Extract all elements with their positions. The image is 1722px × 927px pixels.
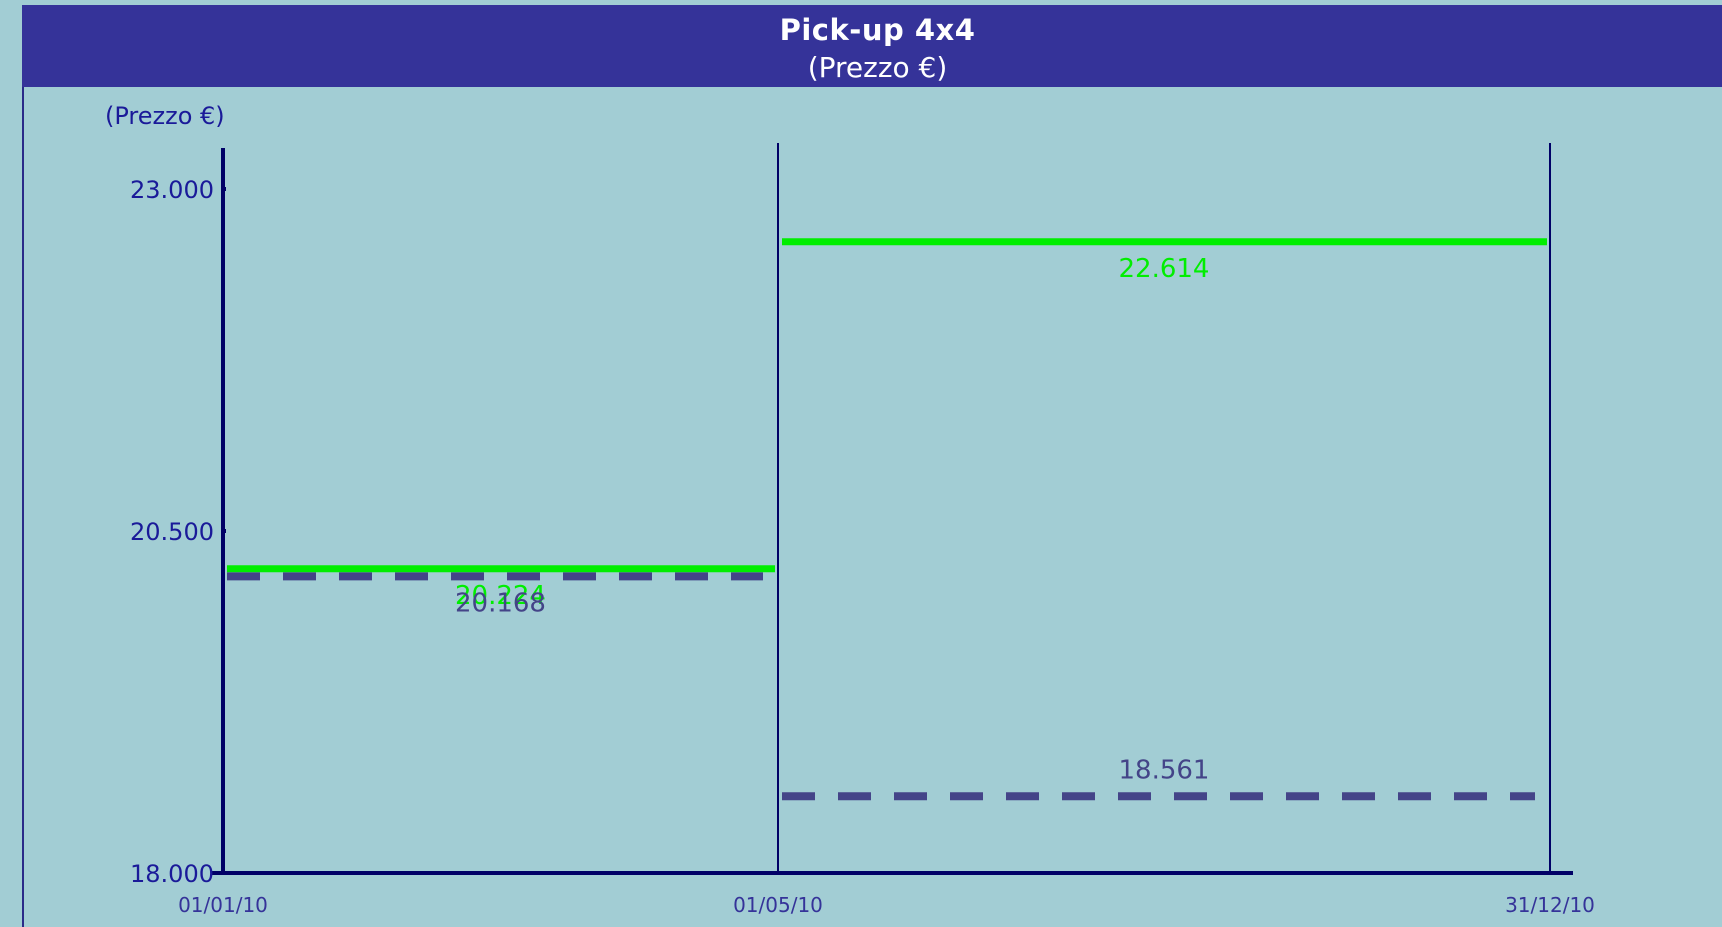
plot-svg: (Prezzo €) 23.000 20.500 18.000 01/01/10 01/0… (105, 102, 1595, 917)
x-tick-label: 01/05/10 (733, 893, 823, 917)
y-tick-label: 20.500 (130, 518, 214, 546)
x-tick-label: 01/01/10 (178, 893, 268, 917)
chart-header: Pick-up 4x4 (Prezzo €) (22, 5, 1722, 87)
x-tick-label: 31/12/10 (1505, 893, 1595, 917)
chart-subtitle: (Prezzo €) (807, 51, 948, 84)
data-label: 20.224 (455, 581, 546, 611)
plot-area-border (22, 87, 1722, 927)
chart-title: Pick-up 4x4 (779, 13, 976, 47)
data-label: 22.614 (1119, 254, 1210, 284)
y-axis-label: (Prezzo €) (105, 102, 225, 130)
data-label: 20.168 (455, 588, 546, 618)
y-tick-label: 18.000 (130, 860, 214, 888)
data-label: 18.561 (1119, 755, 1210, 785)
y-tick-label: 23.000 (130, 176, 214, 204)
